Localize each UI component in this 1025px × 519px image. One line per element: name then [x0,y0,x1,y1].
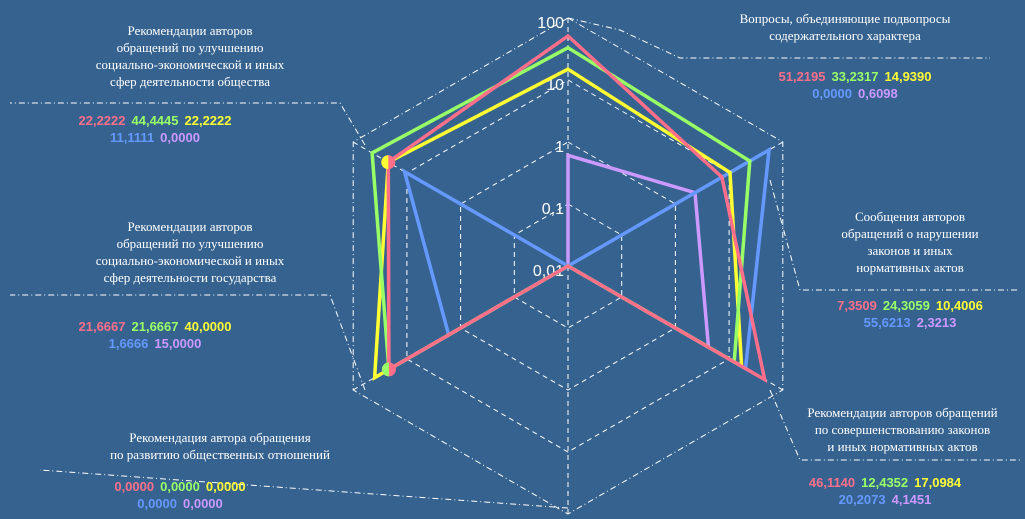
category-label-society: Рекомендации авторов обращений по улучшен… [95,23,285,89]
data-label: 0,0000 [160,130,200,145]
data-label: 21,6667 [78,319,126,334]
values-legislation: 46,1140 12,4352 17,0984 20,2073 4,1451 [760,474,1010,508]
data-label: 12,4352 [861,475,909,490]
overlap-marker-half [381,155,389,170]
tick-label: 1 [555,139,564,156]
series-line-4 [401,146,772,372]
data-label: 33,2317 [831,69,879,84]
values-questions: 51,2195 33,2317 14,9390 0,0000 0,6098 [720,68,990,102]
data-label: 44,4445 [131,113,179,128]
leader-line [769,389,1020,461]
category-label-state: Рекомендации авторов обращений по улучшен… [95,219,285,285]
overlap-marker-half [381,362,389,377]
series-line-5 [396,152,711,367]
data-label: 14,9390 [884,69,932,84]
values-society: 22,2222 44,4445 22,2222 11,1111 0,0000 [20,112,290,146]
category-label-social-relations: Рекомендация автора обращения по развитию… [110,430,330,462]
values-social-relations: 0,0000 0,0000 0,0000 0,0000 0,0000 [45,478,315,512]
data-label: 11,1111 [110,130,155,145]
data-label: 55,6213 [863,315,911,330]
data-label: 2,3213 [916,315,957,330]
category-label-questions: Вопросы, объединяющие подвопросы содержат… [739,11,951,43]
leader-line [10,102,366,146]
data-label: 40,0000 [184,319,232,334]
data-label: 0,0000 [183,496,223,511]
data-label: 0,6098 [858,86,898,101]
data-label: 22,2222 [184,113,232,128]
data-label: 0,0000 [205,479,246,494]
tick-label: 0,01 [533,263,564,280]
grid-ring [460,141,676,391]
leader-line [10,294,366,391]
data-label: 0,0000 [812,86,852,101]
values-violations: 7,3509 24,3059 10,4006 55,6213 2,3213 [795,297,1025,331]
data-label: 17,0984 [914,475,962,490]
data-label: 4,1451 [891,492,932,507]
series-line-3 [372,67,744,381]
data-label: 15,0000 [154,336,202,351]
leader-line [567,17,990,59]
tick-label: 100 [537,15,564,32]
data-label: 20,2073 [838,492,886,507]
data-label: 7,3509 [837,298,877,313]
data-label: 10,4006 [935,298,983,313]
data-label: 46,1140 [808,475,856,490]
data-label: 1,6666 [108,336,149,351]
category-label-legislation: Рекомендации авторов обращений по соверше… [807,405,998,454]
values-state: 21,6667 21,6667 40,0000 1,6666 15,0000 [20,318,290,352]
data-label: 21,6667 [131,319,179,334]
data-label: 0,0000 [114,479,155,494]
data-label: 0,0000 [137,496,177,511]
tick-label: 10 [546,77,564,94]
leader-line [39,469,569,509]
data-label: 22,2222 [78,113,126,128]
data-label: 0,0000 [160,479,200,494]
category-label-violations: Сообщения авторов обращений о нарушении за… [841,209,979,275]
leader-line [769,179,1020,291]
data-label: 51,2195 [778,69,826,84]
tick-label: 0,1 [542,201,564,218]
data-label: 24,3059 [882,298,930,313]
